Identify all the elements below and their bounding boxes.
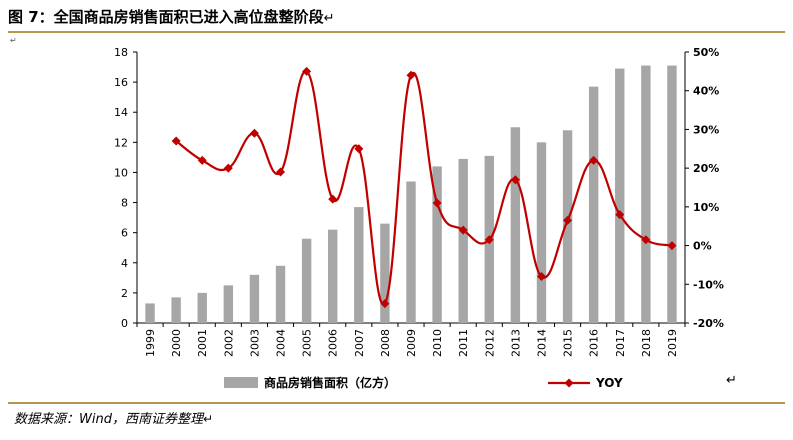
bar-2013 (510, 127, 521, 324)
bar-2001 (197, 292, 207, 323)
yoy-line-series (171, 66, 677, 309)
yoy-point-2004 (276, 167, 286, 177)
yoy-point-2018 (641, 235, 651, 245)
yoy-point-2005 (302, 66, 312, 76)
x-axis-tick-label: 2008 (379, 329, 392, 357)
x-axis-tick-label: 2013 (509, 329, 522, 357)
source-return-mark: ↵ (202, 412, 214, 426)
x-axis-tick-label: 2010 (431, 329, 444, 357)
chart-legend: 商品房销售面积（亿方） YOY (224, 375, 623, 390)
data-source-note: 数据来源：Wind，西南证券整理↵ (14, 408, 213, 427)
x-axis-tick-label: 2000 (170, 329, 183, 357)
yoy-point-2019 (667, 241, 677, 251)
x-axis-tick-label: 2009 (405, 329, 418, 357)
right-axis-tick-label: -10% (693, 278, 724, 291)
x-axis-tick-label: 2011 (457, 329, 470, 357)
yoy-point-2002 (223, 163, 233, 173)
bar-2000 (171, 297, 181, 323)
body-return-mark: ↵ (10, 36, 17, 45)
legend-swatch-marker (564, 378, 574, 388)
left-axis-tick-label: 4 (121, 257, 128, 270)
right-axis-tick-label: 10% (693, 201, 719, 214)
bar-2006 (328, 229, 338, 323)
x-axis-tick-label: 2004 (275, 329, 288, 357)
x-axis-tick-label: 1999 (144, 329, 157, 357)
bar-2015 (562, 130, 573, 323)
left-axis-tick-label: 14 (114, 106, 128, 119)
left-axis-tick-label: 6 (121, 227, 128, 240)
data-source-text: 数据来源：Wind，西南证券整理 (14, 412, 203, 427)
sales-area-chart: 0 2 4 6 8 10 12 14 16 18 -20% -10% 0% 10% 20% 30% 40% 50%… (114, 46, 724, 390)
x-axis-tick-label: 2007 (353, 329, 366, 357)
bar-2016 (588, 86, 599, 323)
yoy-point-2007 (354, 144, 364, 154)
bar-2010 (432, 166, 442, 323)
bar-2018 (641, 65, 651, 324)
bar-2002 (223, 285, 234, 323)
left-axis-tick-label: 16 (114, 76, 128, 89)
yoy-point-2013 (510, 175, 520, 185)
title-return-mark: ↵ (323, 11, 335, 26)
yoy-point-2006 (328, 194, 338, 204)
yoy-point-2008 (380, 299, 390, 309)
yoy-point-2017 (615, 210, 625, 220)
bar-1999 (145, 303, 155, 323)
bar-series (145, 65, 677, 324)
bar-2009 (406, 181, 416, 323)
x-axis-tick-label: 2016 (588, 329, 601, 357)
yoy-point-2000 (171, 136, 181, 146)
legend-label-bar: 商品房销售面积（亿方） (264, 375, 396, 390)
bar-2008 (380, 223, 390, 323)
right-axis-tick-label: 40% (693, 85, 719, 98)
left-axis-tick-label: 18 (114, 46, 128, 59)
bar-2007 (354, 207, 364, 323)
yoy-point-2001 (197, 155, 207, 165)
x-axis-tick-label: 2002 (222, 329, 235, 357)
yoy-point-2011 (458, 225, 468, 235)
bar-2017 (615, 68, 625, 323)
figure-title: 图 7：全国商品房销售面积已进入高位盘整阶段↵ (8, 6, 335, 27)
right-axis-tick-label: 50% (693, 46, 719, 59)
yoy-point-2010 (432, 198, 442, 208)
legend-swatch-bar (224, 377, 258, 388)
x-axis-tick-label: 2005 (301, 329, 314, 357)
x-axis-ticks: 1999 2000 2001 2002 2003 2004 2005 2006 2007 2008… (136, 323, 686, 357)
yoy-point-2003 (249, 128, 259, 138)
bar-2014 (536, 142, 547, 323)
x-axis-tick-label: 2017 (614, 329, 627, 357)
right-axis-tick-label: -20% (693, 317, 724, 330)
title-divider (8, 31, 785, 33)
figure-title-text: 图 7：全国商品房销售面积已进入高位盘整阶段 (8, 8, 324, 26)
x-axis-tick-label: 2018 (640, 329, 653, 357)
yoy-point-2009 (406, 70, 416, 80)
x-axis-tick-label: 2001 (196, 329, 209, 357)
footer-divider (8, 402, 785, 404)
x-axis-tick-label: 2012 (483, 329, 496, 357)
yoy-point-2012 (484, 235, 494, 245)
left-axis-tick-label: 12 (114, 136, 128, 149)
bar-2005 (301, 238, 312, 323)
legend-return-mark: ↵ (726, 373, 737, 388)
bar-2011 (458, 158, 468, 323)
x-axis-tick-label: 2015 (562, 329, 575, 357)
left-axis-tick-label: 2 (121, 287, 128, 300)
yoy-point-2015 (563, 215, 573, 225)
x-axis-tick-label: 2014 (535, 329, 548, 357)
bar-2004 (275, 265, 286, 323)
left-axis-tick-label: 0 (121, 317, 128, 330)
right-axis-tick-label: 20% (693, 162, 719, 175)
bar-2003 (249, 274, 260, 323)
legend-label-line: YOY (595, 376, 623, 390)
yoy-point-2014 (536, 272, 546, 282)
bar-2019 (667, 65, 677, 324)
right-axis-tick-label: 30% (693, 123, 719, 136)
x-axis-tick-label: 2003 (248, 329, 261, 357)
x-axis-tick-label: 2019 (666, 329, 679, 357)
right-axis-tick-label: 0% (693, 240, 712, 253)
left-axis-tick-label: 10 (114, 166, 128, 179)
yoy-point-2016 (589, 155, 599, 165)
x-axis-tick-label: 2006 (327, 329, 340, 357)
left-axis-tick-label: 8 (121, 197, 128, 210)
